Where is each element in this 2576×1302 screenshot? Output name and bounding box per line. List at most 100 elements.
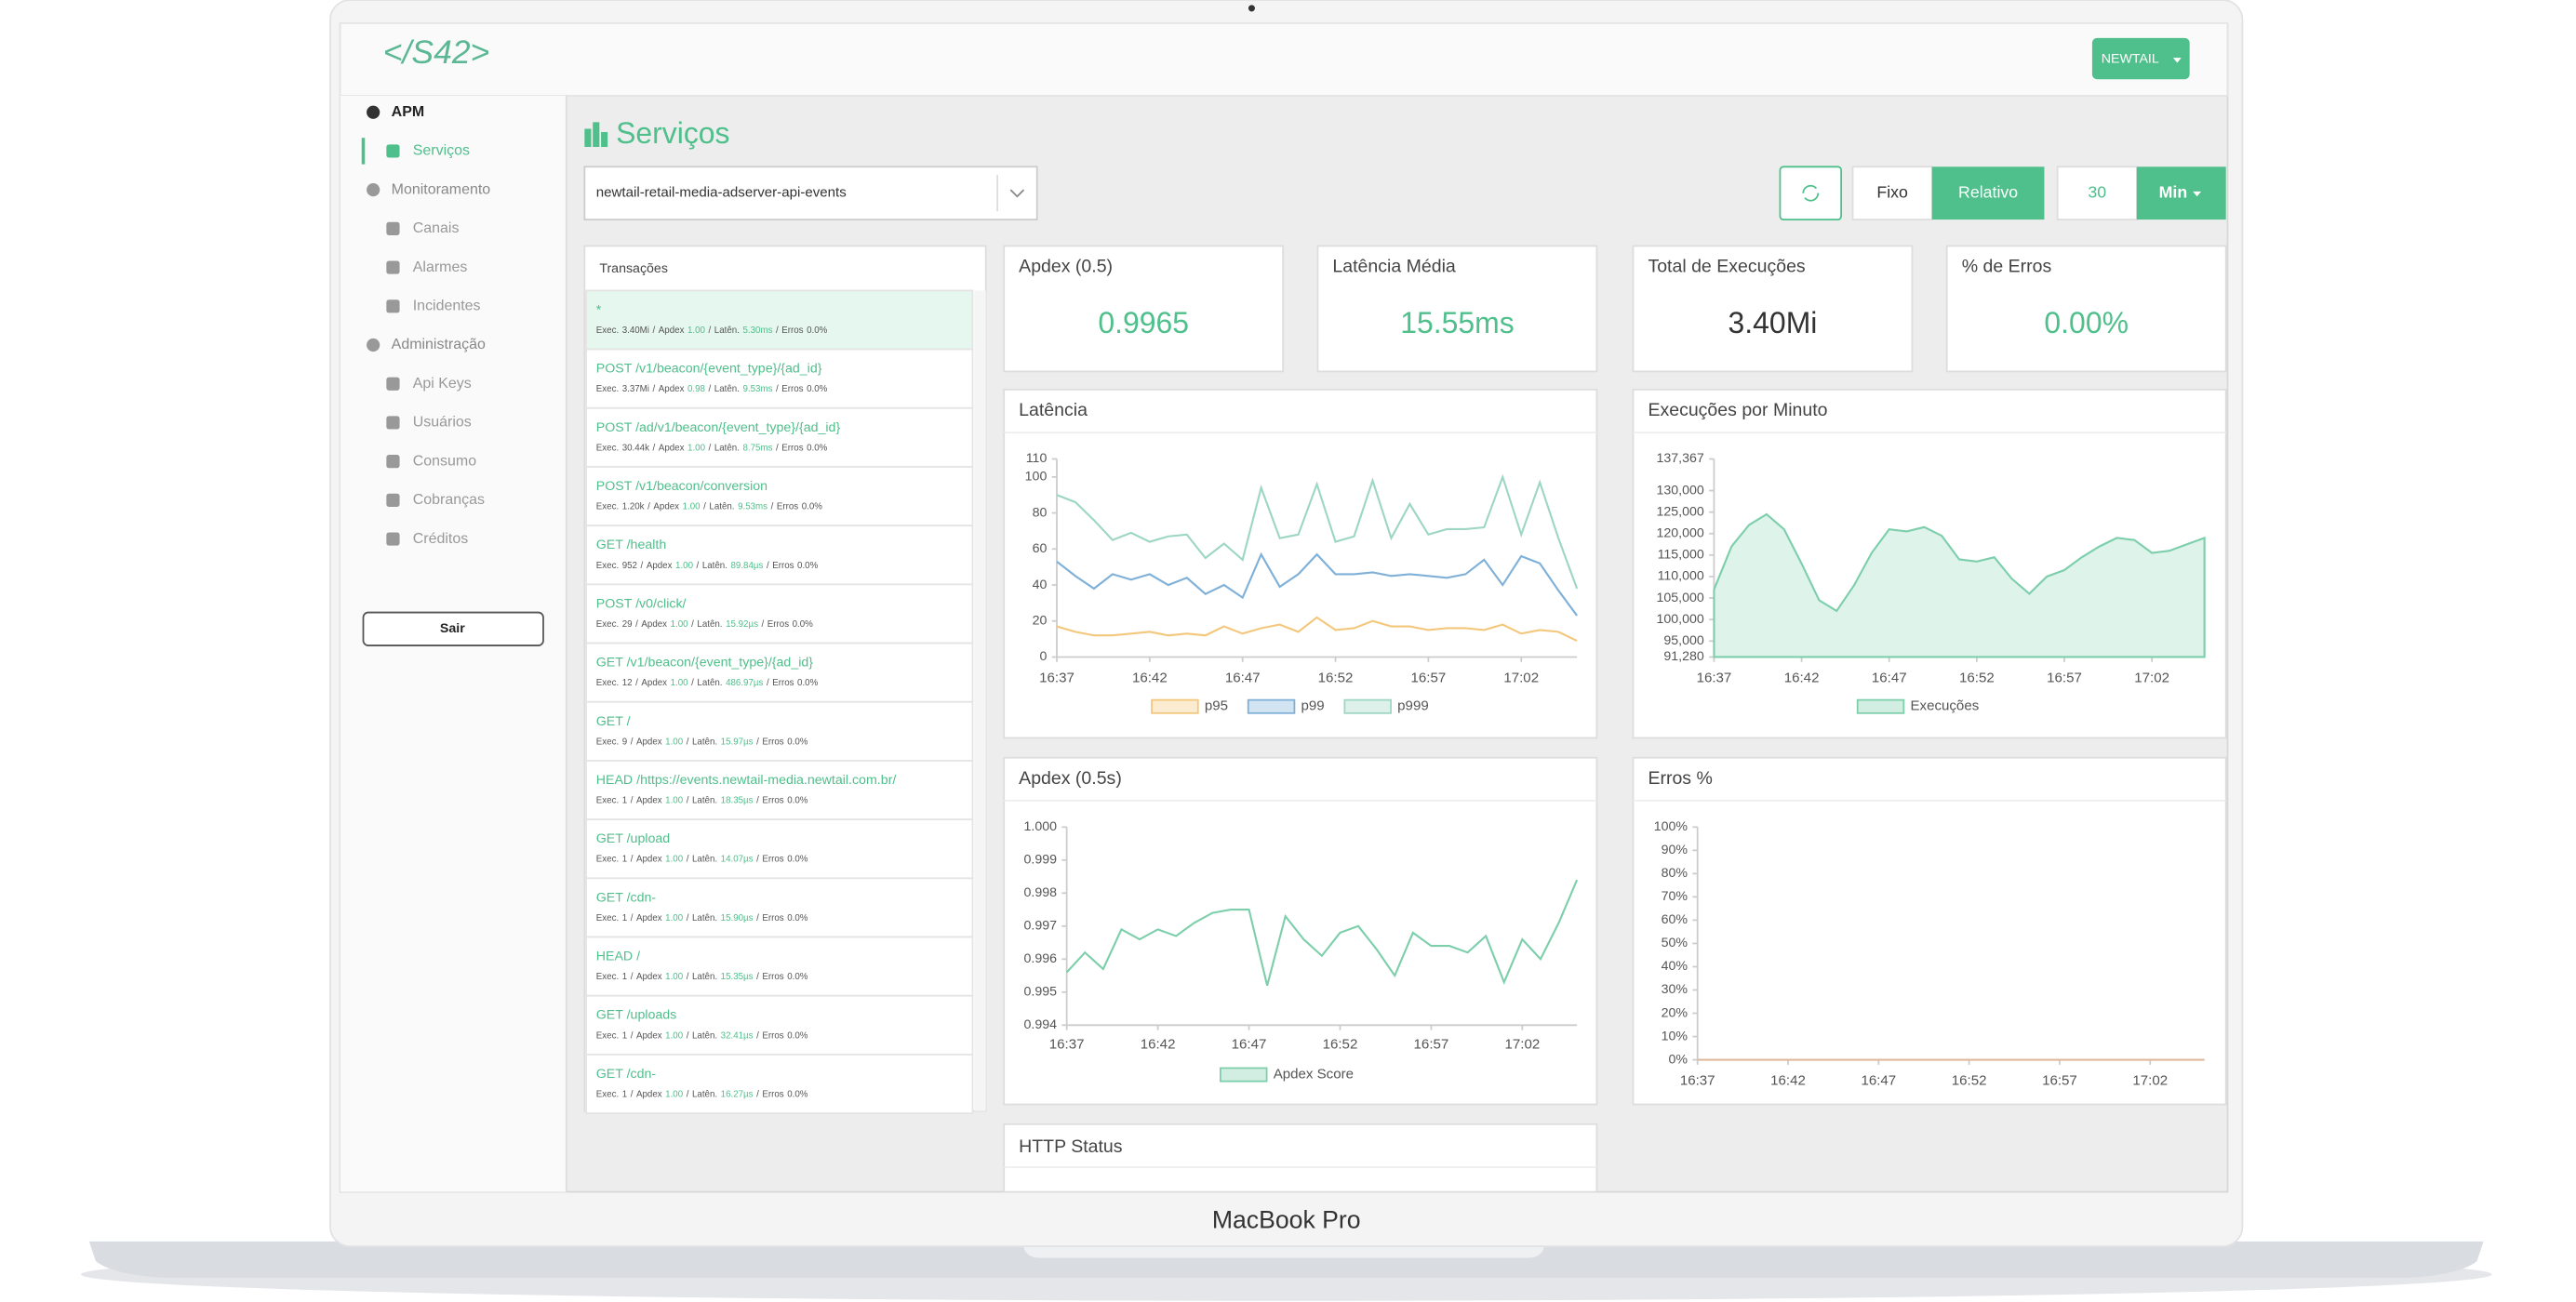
transaction-detail: Exec. 952/Apdex 1.00/Latên. 89.84µs / Erros 0.…	[596, 560, 819, 570]
detail-part: 5.30ms	[742, 326, 772, 336]
active-bar	[361, 138, 366, 165]
transaction-row[interactable]	[585, 289, 974, 351]
transaction-row[interactable]	[585, 583, 974, 644]
stat-title: Latência Média	[1332, 257, 1456, 277]
y-tick-label: 60%	[1662, 912, 1688, 927]
detail-part: 1.00	[671, 619, 689, 630]
series-line	[1056, 473, 1579, 590]
y-tick-label: 50%	[1662, 936, 1688, 950]
detail-part: 0.0%	[787, 1089, 808, 1099]
service-select[interactable]	[583, 166, 1038, 220]
nav-item[interactable]: Incidentes	[413, 299, 481, 314]
detail-part: /	[762, 619, 765, 630]
detail-part: Apdex	[636, 913, 662, 923]
detail-part: Erros	[762, 795, 783, 805]
detail-part: Erros	[781, 384, 803, 394]
nav-item[interactable]: Alarmes	[413, 259, 468, 275]
detail-part: /	[756, 795, 759, 805]
detail-part: 1	[622, 1030, 627, 1041]
account-button[interactable]	[2091, 37, 2190, 80]
detail-part: 1.00	[675, 560, 694, 570]
detail-part: 0.0%	[787, 795, 808, 805]
chart-title: HTTP Status	[1019, 1136, 1123, 1157]
relative-button[interactable]	[1931, 166, 2045, 220]
nav-item[interactable]: Usuários	[413, 415, 472, 431]
transaction-row[interactable]	[585, 406, 974, 468]
transaction-row[interactable]	[585, 936, 974, 997]
detail-part: 0.0%	[787, 972, 808, 982]
unit-label: Min	[2159, 182, 2188, 201]
logout-button[interactable]	[362, 611, 544, 646]
y-tick-label: 30%	[1662, 982, 1688, 997]
y-tick-label: 0.994	[1023, 1017, 1057, 1032]
nav-item[interactable]: Cobranças	[413, 492, 485, 508]
x-tick-label: 16:42	[1141, 1037, 1176, 1053]
x-tick-label: 16:42	[1132, 671, 1168, 686]
chevron	[1009, 189, 1025, 198]
detail-part: /	[767, 678, 769, 688]
fixed-button[interactable]	[1851, 166, 1933, 220]
caret	[2172, 58, 2182, 63]
detail-part: Erros	[781, 326, 803, 336]
detail-part: Erros	[762, 1030, 783, 1041]
transaction-row[interactable]	[585, 994, 974, 1056]
detail-part: /	[687, 854, 689, 864]
transaction-row[interactable]	[585, 466, 974, 527]
detail-part: /	[756, 913, 759, 923]
transaction-row[interactable]	[585, 877, 974, 938]
transaction-row[interactable]	[585, 1054, 974, 1114]
detail-part: Apdex	[641, 619, 667, 630]
refresh-button[interactable]	[1779, 166, 1843, 220]
caret	[2193, 191, 2202, 197]
nav-item[interactable]: Créditos	[413, 531, 468, 547]
transaction-row[interactable]	[585, 818, 974, 880]
nav-item[interactable]: Api Keys	[413, 376, 472, 392]
page-title: Serviços	[616, 116, 729, 150]
nav-item[interactable]: Canais	[413, 220, 460, 236]
detail-part: 30.44k	[622, 443, 649, 453]
chart-card	[1632, 756, 2227, 1106]
section-icon	[367, 105, 380, 119]
transaction-name: *	[596, 302, 602, 317]
detail-part: Erros	[777, 501, 798, 512]
nav-item[interactable]: Serviços	[413, 143, 470, 159]
detail-part: Exec.	[596, 326, 619, 336]
detail-part: Apdex	[636, 854, 662, 864]
transaction-row[interactable]	[585, 760, 974, 821]
transaction-name: HEAD /https://events.newtail-media.newta…	[596, 773, 897, 788]
detail-part: 0.0%	[807, 443, 828, 453]
transaction-row[interactable]	[585, 348, 974, 409]
detail-part: Latên.	[714, 384, 740, 394]
unit-button[interactable]	[2136, 166, 2226, 220]
series-line	[1056, 616, 1578, 643]
x-tick-label: 17:02	[2134, 671, 2169, 686]
detail-part: Apdex	[647, 560, 673, 570]
x-tick-label: 16:47	[1232, 1037, 1267, 1053]
transaction-row[interactable]	[585, 700, 974, 762]
detail-part: Apdex	[659, 326, 685, 336]
stat-value: 0.9965	[1098, 306, 1189, 339]
detail-part: 9.53ms	[742, 384, 772, 394]
nav-item[interactable]: Consumo	[413, 453, 476, 469]
detail-part: 0.0%	[787, 913, 808, 923]
x-tick-label: 16:47	[1861, 1073, 1896, 1089]
transaction-detail: Exec. 30.44k / Apdex 1.00/Latên. 8.75ms / Erros…	[596, 443, 828, 453]
detail-part: Erros	[772, 678, 794, 688]
detail-part: 1.00	[665, 1089, 684, 1099]
transaction-row[interactable]	[585, 642, 974, 703]
detail-part: 1	[622, 972, 627, 982]
y-tick-label: 115,000	[1658, 548, 1704, 563]
y-tick-label: 137,367	[1657, 451, 1704, 466]
detail-part: /	[703, 501, 706, 512]
y-tick-label: 120,000	[1657, 525, 1704, 540]
detail-part: Exec.	[596, 795, 619, 805]
section-title: APM	[392, 104, 425, 120]
transaction-name: GET /health	[596, 538, 666, 552]
logo: </S42>	[383, 33, 490, 71]
y-tick-label: 0.995	[1023, 985, 1057, 1000]
stat-card	[1316, 245, 1598, 373]
transaction-row[interactable]	[585, 525, 974, 586]
amount-input[interactable]	[2056, 166, 2138, 220]
stat-card	[1945, 245, 2227, 373]
detail-part: 0.0%	[793, 619, 814, 630]
